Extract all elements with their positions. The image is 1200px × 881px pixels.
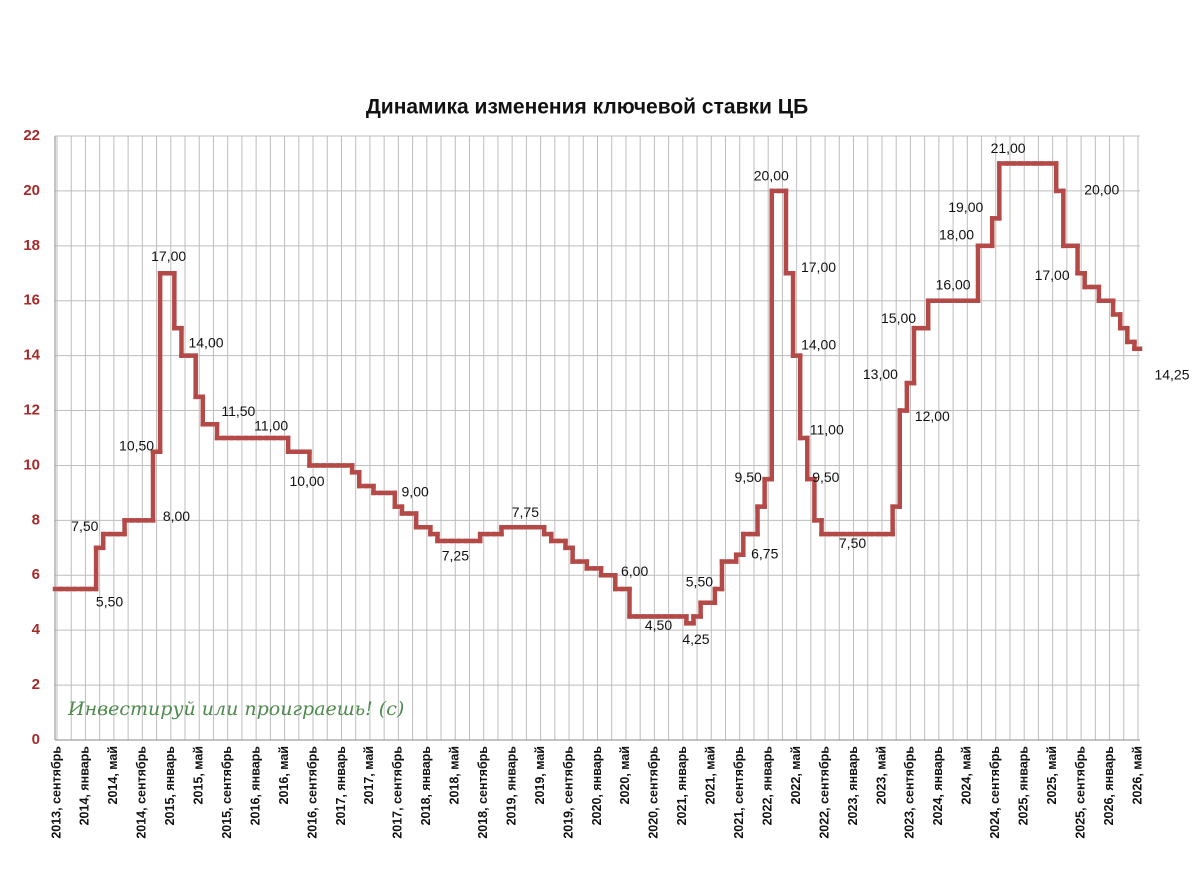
y-tick-label: 22 xyxy=(23,127,40,144)
y-tick-label: 10 xyxy=(23,456,40,473)
x-tick-label: 2025, сентябрь xyxy=(1073,746,1087,839)
x-tick-label: 2014, сентябрь xyxy=(135,746,149,839)
value-label: 5,50 xyxy=(96,594,123,610)
x-tick-label: 2015, май xyxy=(192,746,206,804)
value-label: 17,00 xyxy=(801,259,836,275)
x-tick-label: 2015, сентябрь xyxy=(220,746,234,839)
y-tick-label: 14 xyxy=(23,347,40,364)
x-tick-label: 2018, май xyxy=(448,746,462,804)
x-tick-label: 2021, сентябрь xyxy=(732,746,746,839)
chart-title: Динамика изменения ключевой ставки ЦБ xyxy=(366,96,808,119)
value-label: 10,00 xyxy=(290,473,325,489)
y-tick-label: 0 xyxy=(32,731,40,748)
value-label: 21,00 xyxy=(991,140,1026,156)
value-label: 15,00 xyxy=(881,310,916,326)
value-label: 7,75 xyxy=(512,504,539,520)
x-tick-label: 2016, май xyxy=(277,746,291,804)
x-tick-label: 2022, январь xyxy=(760,746,774,826)
value-label: 19,00 xyxy=(948,199,983,215)
x-tick-label: 2016, сентябрь xyxy=(305,746,319,839)
x-tick-label: 2024, май xyxy=(960,746,974,804)
value-label: 14,00 xyxy=(188,334,223,350)
value-label: 17,00 xyxy=(1035,267,1070,283)
watermark: Инвестируй или проиграешь! (с) xyxy=(67,698,404,720)
y-tick-label: 8 xyxy=(32,511,40,528)
x-tick-label: 2019, май xyxy=(533,746,547,804)
value-label: 11,50 xyxy=(221,403,255,419)
value-label: 5,50 xyxy=(686,574,713,590)
value-label: 9,00 xyxy=(402,484,429,500)
x-tick-label: 2023, январь xyxy=(846,746,860,826)
value-label: 7,50 xyxy=(839,535,866,551)
x-tick-label: 2020, сентябрь xyxy=(647,746,661,839)
x-tick-label: 2025, май xyxy=(1045,746,1059,804)
value-label: 7,25 xyxy=(442,548,469,564)
x-tick-label: 2014, январь xyxy=(78,746,92,826)
value-label: 9,50 xyxy=(735,469,762,485)
value-label: 7,50 xyxy=(71,518,98,534)
value-label: 9,50 xyxy=(812,469,839,485)
value-label: 13,00 xyxy=(863,366,898,382)
y-tick-label: 20 xyxy=(23,182,40,199)
value-label: 11,00 xyxy=(254,418,288,434)
x-tick-label: 2018, январь xyxy=(419,746,433,826)
y-tick-label: 4 xyxy=(32,621,41,638)
value-label: 17,00 xyxy=(151,248,186,264)
x-tick-label: 2024, январь xyxy=(931,746,945,826)
value-label: 6,00 xyxy=(621,563,648,579)
x-tick-label: 2021, январь xyxy=(675,746,689,826)
value-label: 14,25 xyxy=(1154,366,1189,382)
x-tick-label: 2013, сентябрь xyxy=(49,746,63,839)
x-tick-label: 2023, сентябрь xyxy=(903,746,917,839)
x-tick-label: 2016, январь xyxy=(248,746,262,826)
plot: 5,507,508,0010,5017,0014,0011,5011,0010,… xyxy=(52,140,1190,647)
x-tick-label: 2021, май xyxy=(704,746,718,804)
x-tick-label: 2026, январь xyxy=(1102,746,1116,826)
x-tick-label: 2019, сентябрь xyxy=(561,746,575,839)
x-tick-label: 2022, сентябрь xyxy=(817,746,831,839)
value-label: 20,00 xyxy=(1084,182,1119,198)
x-tick-label: 2018, сентябрь xyxy=(476,746,490,839)
y-tick-label: 12 xyxy=(23,402,40,419)
x-tick-label: 2026, май xyxy=(1130,746,1144,804)
x-tick-label: 2020, май xyxy=(618,746,632,804)
value-label: 4,25 xyxy=(682,631,709,647)
x-tick-label: 2017, сентябрь xyxy=(391,746,405,839)
value-label: 18,00 xyxy=(939,227,974,243)
x-tick-label: 2019, январь xyxy=(504,746,518,826)
value-label: 20,00 xyxy=(754,168,789,184)
x-tick-label: 2015, январь xyxy=(163,746,177,826)
value-label: 8,00 xyxy=(163,508,190,524)
value-label: 12,00 xyxy=(915,408,950,424)
x-tick-label: 2025, январь xyxy=(1017,746,1031,826)
x-tick-label: 2014, май xyxy=(106,746,120,804)
x-tick-label: 2017, январь xyxy=(334,746,348,826)
y-tick-label: 2 xyxy=(32,676,40,693)
value-label: 11,00 xyxy=(810,422,844,438)
y-tick-label: 6 xyxy=(32,566,40,583)
x-tick-label: 2023, май xyxy=(874,746,888,804)
x-tick-label: 2024, сентябрь xyxy=(988,746,1002,839)
value-label: 6,75 xyxy=(751,545,778,561)
y-tick-label: 16 xyxy=(23,292,40,309)
value-label: 4,50 xyxy=(645,617,672,633)
value-label: 14,00 xyxy=(801,336,836,352)
value-label: 16,00 xyxy=(936,276,971,292)
x-tick-label: 2017, май xyxy=(362,746,376,804)
x-tick-label: 2020, январь xyxy=(590,746,604,826)
value-label: 10,50 xyxy=(119,437,154,453)
x-tick-label: 2022, май xyxy=(789,746,803,804)
y-tick-label: 18 xyxy=(23,237,40,254)
